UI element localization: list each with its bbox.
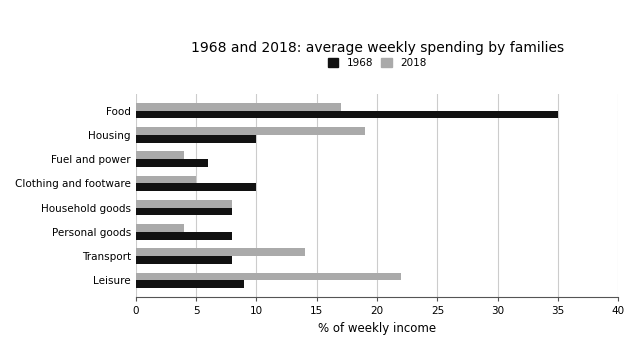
Bar [136,224,184,232]
Bar [136,183,257,191]
Legend: 1968, 2018: 1968, 2018 [324,54,431,72]
Bar [136,111,558,118]
Bar [136,176,196,183]
Bar [136,127,365,135]
X-axis label: % of weekly income: % of weekly income [318,322,436,335]
Bar [136,273,401,280]
Bar [136,135,257,142]
Bar [136,232,232,240]
Bar [136,103,341,111]
Bar [136,256,232,264]
Bar [136,208,232,215]
Bar [136,159,208,167]
Title: 1968 and 2018: average weekly spending by families: 1968 and 2018: average weekly spending b… [191,41,564,55]
Bar [136,280,244,288]
Bar [136,200,232,208]
Bar [136,248,305,256]
Bar [136,151,184,159]
